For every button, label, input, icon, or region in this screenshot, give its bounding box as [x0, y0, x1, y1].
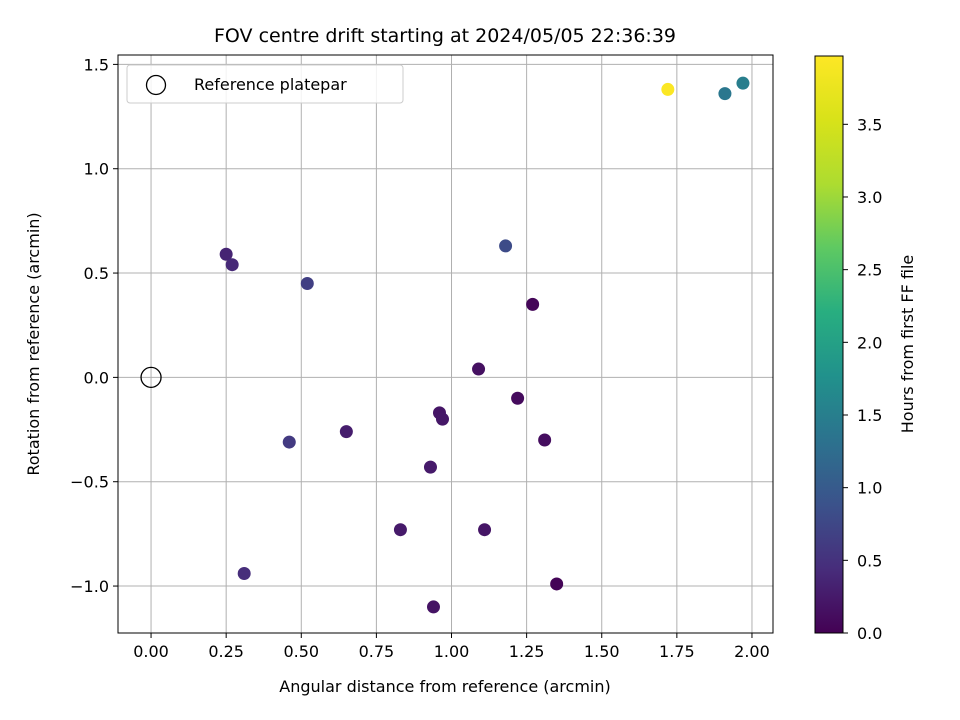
- legend-reference-label: Reference platepar: [194, 75, 347, 94]
- data-point: [538, 433, 552, 447]
- x-tick-label: 1.75: [659, 642, 695, 661]
- data-point: [550, 577, 564, 591]
- x-tick-label: 0.25: [208, 642, 244, 661]
- y-tick-label: 0.5: [84, 264, 109, 283]
- colorbar-tick-label: 3.0: [857, 188, 882, 207]
- data-point: [499, 239, 513, 253]
- colorbar-tick-label: 0.5: [857, 551, 882, 570]
- x-tick-label: 2.00: [734, 642, 770, 661]
- colorbar-label: Hours from first FF file: [898, 255, 917, 434]
- x-tick-label: 1.25: [509, 642, 545, 661]
- colorbar: 0.0 0.5 1.0 1.5 2.0 2.5 3.0 3.5 Hours from firs…: [814, 55, 917, 643]
- axis-ticks: 0.00 0.25 0.50 0.75 1.00 1.25 1.50 1.75 2.00 −1.0…: [70, 55, 770, 661]
- data-point: [511, 391, 525, 405]
- x-axis-label: Angular distance from reference (arcmin): [279, 677, 610, 696]
- legend-reference-marker: [145, 74, 167, 96]
- plot-frame: [117, 54, 774, 634]
- colorbar-ticks: 0.0 0.5 1.0 1.5 2.0 2.5 3.0 3.5: [843, 115, 882, 643]
- colorbar-tick-label: 1.5: [857, 406, 882, 425]
- y-axis-label: Rotation from reference (arcmin): [24, 212, 43, 475]
- y-tick-label: −1.0: [70, 577, 109, 596]
- data-point: [225, 258, 239, 272]
- colorbar-tick-label: 0.0: [857, 624, 882, 643]
- data-point: [526, 297, 540, 311]
- grid: [118, 55, 773, 633]
- colorbar-tick-label: 1.0: [857, 479, 882, 498]
- x-tick-label: 0.75: [359, 642, 395, 661]
- reference-platepar-marker: [140, 366, 162, 389]
- x-tick-label: 0.50: [283, 642, 319, 661]
- x-tick-label: 1.00: [434, 642, 470, 661]
- data-point: [237, 567, 251, 581]
- data-point: [478, 523, 492, 537]
- data-point: [423, 460, 437, 474]
- data-point: [718, 87, 732, 101]
- colorbar-tick-label: 3.5: [857, 115, 882, 134]
- data-point: [736, 76, 750, 90]
- x-tick-label: 0.00: [133, 642, 169, 661]
- colorbar-tick-label: 2.0: [857, 333, 882, 352]
- x-tick-label: 1.50: [584, 642, 620, 661]
- data-point: [472, 362, 486, 376]
- data-point: [219, 247, 233, 261]
- data-points: [140, 76, 750, 614]
- data-point: [300, 276, 314, 290]
- y-tick-label: 0.0: [84, 368, 109, 387]
- data-point: [426, 600, 440, 614]
- colorbar-tick-label: 2.5: [857, 261, 882, 280]
- y-tick-label: 1.5: [84, 55, 109, 74]
- data-point: [435, 412, 449, 426]
- data-point: [339, 425, 353, 439]
- chart-title: FOV centre drift starting at 2024/05/05 …: [214, 25, 676, 47]
- legend: Reference platepar: [126, 64, 404, 104]
- data-point: [393, 523, 407, 537]
- y-tick-label: 1.0: [84, 160, 109, 179]
- legend-box: [126, 64, 404, 104]
- colorbar-gradient: [814, 55, 844, 634]
- data-point: [282, 435, 296, 449]
- y-tick-label: −0.5: [70, 473, 109, 492]
- data-point: [661, 82, 675, 96]
